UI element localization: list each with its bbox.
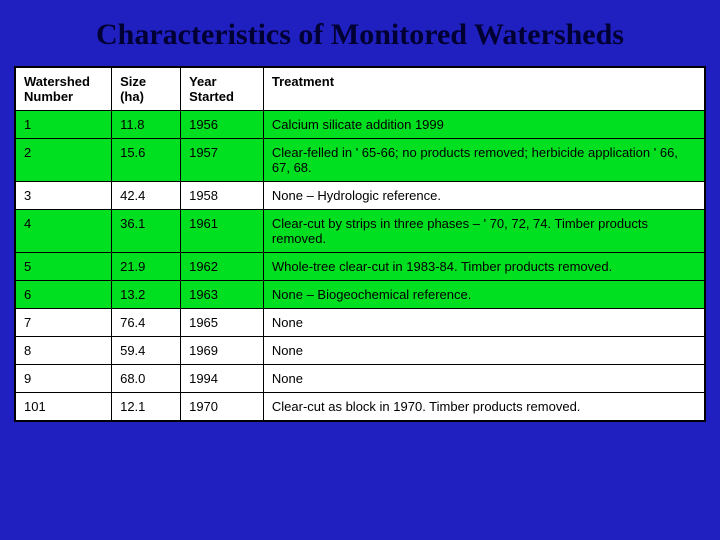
table-cell: Clear-cut by strips in three phases – ' … [263, 210, 705, 253]
table-cell: 1956 [181, 111, 264, 139]
table-cell: 1965 [181, 309, 264, 337]
table-cell: 15.6 [112, 139, 181, 182]
table-container: Watershed Number Size (ha) Year Started … [0, 66, 720, 422]
table-row: 859.41969None [15, 337, 705, 365]
table-cell: 101 [15, 393, 112, 422]
table-cell: 42.4 [112, 182, 181, 210]
table-row: 776.41965None [15, 309, 705, 337]
table-cell: 1957 [181, 139, 264, 182]
page-title: Characteristics of Monitored Watersheds [0, 0, 720, 66]
table-cell: 1963 [181, 281, 264, 309]
table-row: 342.41958None – Hydrologic reference. [15, 182, 705, 210]
table-row: 215.61957Clear-felled in ' 65-66; no pro… [15, 139, 705, 182]
table-cell: Clear-felled in ' 65-66; no products rem… [263, 139, 705, 182]
table-cell: 2 [15, 139, 112, 182]
col-header-year: Year Started [181, 67, 264, 111]
table-cell: 11.8 [112, 111, 181, 139]
table-cell: None [263, 309, 705, 337]
table-cell: Whole-tree clear-cut in 1983-84. Timber … [263, 253, 705, 281]
table-row: 10112.11970Clear-cut as block in 1970. T… [15, 393, 705, 422]
watersheds-table: Watershed Number Size (ha) Year Started … [14, 66, 706, 422]
table-cell: None – Biogeochemical reference. [263, 281, 705, 309]
table-cell: 76.4 [112, 309, 181, 337]
table-row: 613.21963None – Biogeochemical reference… [15, 281, 705, 309]
table-cell: 1969 [181, 337, 264, 365]
table-cell: 21.9 [112, 253, 181, 281]
table-cell: 1994 [181, 365, 264, 393]
table-cell: 1970 [181, 393, 264, 422]
col-header-size: Size (ha) [112, 67, 181, 111]
table-row: 968.01994None [15, 365, 705, 393]
table-cell: Clear-cut as block in 1970. Timber produ… [263, 393, 705, 422]
table-cell: 1962 [181, 253, 264, 281]
table-cell: 7 [15, 309, 112, 337]
table-header-row: Watershed Number Size (ha) Year Started … [15, 67, 705, 111]
table-cell: 4 [15, 210, 112, 253]
table-cell: Calcium silicate addition 1999 [263, 111, 705, 139]
table-cell: 12.1 [112, 393, 181, 422]
table-cell: 8 [15, 337, 112, 365]
table-cell: None [263, 337, 705, 365]
table-cell: 36.1 [112, 210, 181, 253]
col-header-treatment: Treatment [263, 67, 705, 111]
table-cell: 5 [15, 253, 112, 281]
table-cell: 1 [15, 111, 112, 139]
table-cell: 13.2 [112, 281, 181, 309]
table-cell: None – Hydrologic reference. [263, 182, 705, 210]
table-cell: 6 [15, 281, 112, 309]
table-body: 111.81956Calcium silicate addition 19992… [15, 111, 705, 422]
table-cell: 9 [15, 365, 112, 393]
col-header-watershed: Watershed Number [15, 67, 112, 111]
table-row: 111.81956Calcium silicate addition 1999 [15, 111, 705, 139]
table-cell: 3 [15, 182, 112, 210]
table-cell: None [263, 365, 705, 393]
table-cell: 59.4 [112, 337, 181, 365]
table-cell: 1961 [181, 210, 264, 253]
table-cell: 68.0 [112, 365, 181, 393]
table-row: 436.11961Clear-cut by strips in three ph… [15, 210, 705, 253]
table-row: 521.91962Whole-tree clear-cut in 1983-84… [15, 253, 705, 281]
table-cell: 1958 [181, 182, 264, 210]
